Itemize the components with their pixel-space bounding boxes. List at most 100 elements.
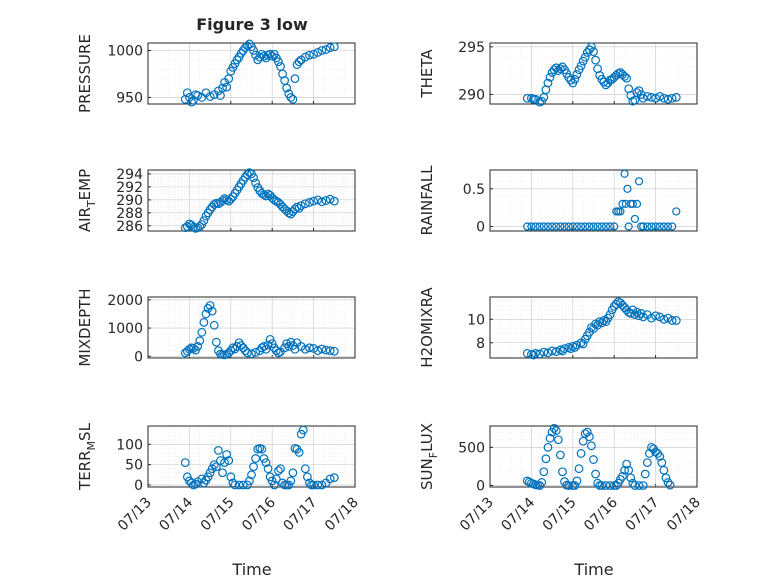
axes-border (147, 425, 356, 488)
data-point (572, 476, 582, 486)
data-point (572, 222, 582, 231)
data-point (251, 454, 261, 463)
data-point (278, 478, 287, 488)
data-point (269, 480, 279, 490)
data-point (655, 452, 665, 461)
data-point (271, 346, 281, 356)
x-tick-label: 07/17 (623, 495, 663, 535)
data-point (601, 481, 611, 490)
data-point (251, 178, 261, 188)
y-tick-label: 0 (476, 478, 485, 494)
data-point (593, 222, 602, 231)
data-point (236, 48, 246, 58)
data-point (325, 346, 335, 356)
data-point (197, 474, 207, 484)
data-point (659, 93, 669, 103)
data-point (187, 97, 196, 107)
data-point (249, 173, 258, 183)
data-point (220, 458, 229, 468)
data-point (321, 345, 331, 355)
data-point (527, 222, 536, 231)
data-point (611, 299, 621, 309)
data-point (209, 320, 219, 330)
data-point (634, 481, 644, 490)
data-point (655, 91, 665, 101)
data-point (218, 83, 227, 93)
x-tick-label: 07/14 (156, 494, 196, 534)
data-point (555, 345, 565, 355)
data-point (570, 74, 580, 84)
data-point (665, 480, 675, 490)
data-point (667, 93, 677, 103)
data-point (195, 336, 205, 346)
data-point (640, 469, 650, 479)
data-point (541, 454, 551, 464)
data-point (589, 47, 598, 56)
data-point (284, 208, 294, 218)
data-point (549, 423, 559, 433)
data-point (564, 222, 573, 231)
data-point (651, 93, 660, 103)
data-point (593, 478, 603, 488)
data-point (182, 472, 192, 482)
data-point (543, 348, 553, 358)
data-point (294, 57, 304, 67)
data-point (329, 473, 339, 483)
data-point (325, 474, 335, 484)
x-axis-label-right: Time (573, 560, 613, 579)
y-tick-label: 50 (125, 458, 143, 474)
y-axis-label: RAINFALL (418, 165, 436, 236)
data-point (211, 337, 221, 347)
data-point (317, 344, 327, 354)
data-point (184, 344, 194, 354)
data-point (189, 343, 198, 353)
subplot-h2omixra: 8 10 H2OMIXRA (418, 287, 698, 368)
data-point (199, 216, 209, 226)
data-point (529, 350, 538, 360)
y-axis-label: PRESSURE (76, 34, 94, 113)
y-tick-label: 2000 (107, 293, 143, 309)
data-point (661, 473, 671, 483)
data-point (560, 344, 569, 354)
data-point (309, 49, 319, 59)
data-point (535, 349, 545, 359)
data-point (267, 476, 277, 486)
data-point (545, 72, 555, 82)
y-tick-label: 950 (116, 90, 143, 106)
data-point (620, 169, 629, 178)
data-point (195, 222, 205, 231)
data-point (597, 318, 607, 328)
y-tick-label: 286 (116, 219, 143, 235)
data-point (209, 199, 219, 209)
data-point (274, 348, 283, 358)
data-point (249, 46, 258, 55)
data-point (329, 346, 339, 356)
x-tick-label: 07/15 (540, 495, 580, 535)
data-point (249, 462, 258, 472)
data-point (589, 455, 598, 464)
x-tick-label: 07/14 (498, 494, 538, 534)
data-point (267, 51, 277, 61)
data-point (647, 222, 656, 231)
data-point (671, 316, 681, 325)
data-point (228, 478, 238, 488)
data-point (651, 311, 660, 321)
data-point (242, 41, 252, 51)
data-point (305, 343, 314, 353)
data-point (543, 442, 553, 452)
data-point (605, 481, 615, 490)
data-point (597, 222, 606, 231)
data-point (663, 94, 673, 104)
data-point (313, 47, 323, 57)
subplot-pressure: 950 1000 PRESSURE (76, 34, 356, 113)
data-point (288, 94, 298, 104)
x-tick-label: 07/13 (457, 495, 497, 535)
y-axis-label: SUNFLUX (418, 423, 440, 490)
data-point (667, 316, 677, 325)
y-tick-label: 10 (467, 312, 485, 328)
data-point (655, 222, 664, 231)
x-tick-label: 07/18 (664, 495, 704, 535)
data-point (182, 88, 192, 98)
data-point (558, 467, 567, 477)
data-point (639, 222, 648, 231)
